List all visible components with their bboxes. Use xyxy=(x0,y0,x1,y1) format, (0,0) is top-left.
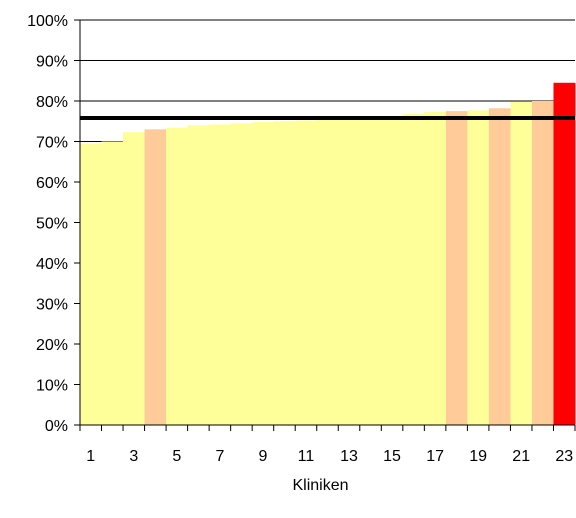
bar-8 xyxy=(230,123,253,426)
x-tick-label: 3 xyxy=(129,448,138,465)
bar-23 xyxy=(553,82,576,426)
x-tick-label: 5 xyxy=(172,448,181,465)
bar-17 xyxy=(424,111,447,425)
bar-20 xyxy=(488,108,511,425)
bar-21 xyxy=(510,101,533,425)
x-axis-ticks: 1 3 5 7 9 11 13 15 17 19 21 23 xyxy=(79,425,576,465)
bar-3 xyxy=(123,132,145,425)
bar-1 xyxy=(80,143,102,425)
bar-9 xyxy=(252,122,275,425)
bar-18 xyxy=(445,111,468,425)
bar-2 xyxy=(101,141,124,425)
x-tick-label: 17 xyxy=(426,448,444,465)
y-tick-label: 60% xyxy=(36,175,68,192)
x-tick-label: 21 xyxy=(512,448,530,465)
y-tick-label: 30% xyxy=(36,297,68,314)
x-tick-label: 11 xyxy=(298,448,315,465)
bar-15 xyxy=(381,116,404,425)
bar-13 xyxy=(338,118,361,425)
y-tick-label: 40% xyxy=(36,256,68,273)
bar-22 xyxy=(531,101,554,425)
x-tick-label: 1 xyxy=(86,448,95,465)
bar-4 xyxy=(144,129,167,425)
y-tick-label: 90% xyxy=(36,54,68,71)
y-tick-label: 80% xyxy=(36,94,68,111)
bar-10 xyxy=(273,121,296,425)
bar-12 xyxy=(316,119,339,425)
x-tick-label: 19 xyxy=(469,448,487,465)
bar-16 xyxy=(402,113,425,426)
x-tick-label: 7 xyxy=(215,448,224,465)
y-tick-label: 50% xyxy=(36,216,68,233)
x-axis-title: Kliniken xyxy=(292,477,348,494)
bar-5 xyxy=(166,127,189,425)
x-tick-label: 9 xyxy=(258,448,267,465)
bar-7 xyxy=(209,124,232,426)
y-tick-label: 70% xyxy=(36,135,68,152)
x-tick-label: 13 xyxy=(340,448,358,465)
x-tick-label: 15 xyxy=(383,448,401,465)
y-axis-ticks: 0% 10% 20% 30% 40% 50% 60% 70% 80% 90% 100% xyxy=(27,13,80,435)
y-tick-label: 10% xyxy=(36,378,68,395)
bar-6 xyxy=(187,125,210,426)
bar-19 xyxy=(467,110,490,425)
bars xyxy=(80,82,576,426)
bar-14 xyxy=(359,118,382,425)
y-tick-label: 100% xyxy=(27,13,68,30)
x-tick-label: 23 xyxy=(555,448,573,465)
y-tick-label: 20% xyxy=(36,337,68,354)
y-tick-label: 0% xyxy=(45,418,68,435)
bar-11 xyxy=(295,120,318,425)
